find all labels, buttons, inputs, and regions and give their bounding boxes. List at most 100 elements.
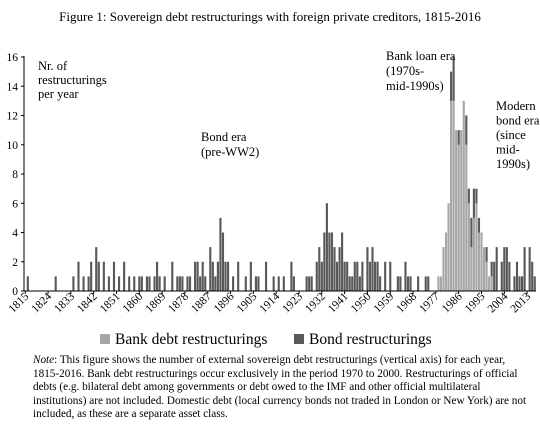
bond-bar-1966 [406, 276, 410, 292]
y-tick-label: 6 [12, 198, 18, 210]
bond-bar-1879 [186, 276, 189, 292]
bond-bar-1827 [54, 276, 57, 292]
bond-bar-1999 [490, 261, 493, 277]
x-tick-label: 1896 [212, 290, 237, 315]
bars-layer [26, 57, 536, 292]
bond-bar-1986 [457, 130, 460, 145]
note-label: Note [33, 354, 55, 366]
bond-bar-1993 [475, 188, 478, 204]
bond-bar-2015 [531, 261, 534, 291]
bond-bar-1882 [194, 261, 197, 291]
bond-bar-1934 [325, 203, 328, 291]
bond-bar-1951 [368, 261, 372, 291]
bond-bar-1843 [95, 247, 98, 292]
bond-bar-1852 [117, 276, 121, 292]
bond-bar-1883 [196, 261, 199, 291]
bond-bar-1945 [353, 261, 356, 291]
y-tick-label: 0 [12, 286, 18, 298]
x-tick-label: 1833 [52, 290, 77, 315]
bond-bar-1957 [384, 261, 387, 291]
bond-bar-1970 [417, 276, 420, 292]
bond-bar-1942 [346, 261, 349, 291]
bond-bar-1917 [282, 276, 285, 292]
bond-bar-1943 [348, 276, 351, 292]
legend-label-bond: Bond restructurings [309, 331, 432, 348]
bond-bar-1894 [224, 261, 227, 291]
bond-bar-1863 [145, 276, 148, 292]
bond-bar-1877 [181, 276, 184, 292]
bond-bar-1891 [216, 261, 219, 291]
bond-bar-1938 [335, 261, 339, 291]
bond-bar-1910 [264, 261, 268, 291]
bond-bar-1850 [112, 261, 116, 291]
legend-swatch-bank [100, 334, 110, 344]
bond-bar-1913 [272, 276, 275, 292]
bond-bar-1947 [358, 276, 361, 292]
bond-bar-1989 [465, 115, 468, 145]
bank-bar-1990 [467, 203, 470, 291]
bond-bar-1844 [97, 261, 100, 291]
bond-bar-1880 [188, 276, 192, 292]
bond-bar-1876 [178, 276, 181, 292]
x-tick-label: 1995 [463, 290, 488, 315]
bond-bar-1888 [209, 247, 212, 292]
y-tick-label: 8 [12, 169, 18, 181]
y-axis-label: Nr. of restructurings per year [38, 59, 107, 101]
bond-bar-1902 [244, 276, 247, 292]
legend-label-bank: Bank debt restructurings [115, 331, 268, 348]
bond-bar-2012 [523, 247, 526, 292]
bank-bar-1984 [452, 100, 455, 292]
bond-bar-2000 [493, 261, 496, 291]
x-tick-label: 1959 [372, 290, 397, 315]
bond-bar-1848 [107, 276, 110, 292]
x-tick-label: 1887 [189, 290, 214, 315]
bond-bar-1954 [376, 261, 379, 291]
bond-bar-1997 [485, 247, 488, 262]
bond-bar-1933 [323, 232, 326, 291]
bond-bar-1928 [310, 276, 313, 292]
bank-bar-1998 [488, 276, 491, 292]
bank-bar-1989 [465, 144, 468, 291]
x-tick-label: 1932 [303, 290, 328, 315]
bond-bar-1897 [232, 276, 235, 292]
bond-bar-1926 [305, 276, 308, 292]
legend: Bank debt restructurings Bond restructur… [0, 331, 540, 351]
bond-bar-1860 [138, 276, 141, 292]
x-tick-label: 1842 [75, 290, 100, 315]
x-tick-label: 1986 [440, 290, 465, 315]
bond-bar-1884 [199, 276, 202, 292]
bond-bar-1838 [82, 276, 85, 292]
bond-bar-2011 [520, 276, 524, 292]
bond-bar-1927 [308, 276, 311, 292]
y-tick-label: 16 [7, 52, 19, 64]
bond-bar-1950 [366, 247, 369, 292]
x-tick-label: 1851 [98, 290, 123, 315]
y-tick-label: 14 [7, 81, 19, 93]
bond-bar-1952 [371, 247, 374, 292]
bond-bar-1861 [140, 276, 143, 292]
bond-bar-1991 [470, 217, 473, 248]
x-tick-label: 1950 [349, 290, 374, 315]
bond-bar-1994 [477, 217, 481, 233]
x-tick-label: 1914 [258, 290, 283, 315]
y-tick-label: 10 [7, 140, 19, 152]
figure-title: Figure 1: Sovereign debt restructurings … [59, 9, 481, 24]
y-tick-label: 2 [12, 257, 18, 269]
bond-bar-1946 [356, 261, 359, 291]
bond-bar-1866 [153, 276, 156, 292]
figure-note: Note: This figure shows the number of ex… [33, 354, 533, 422]
x-tick-label: 2004 [486, 290, 511, 315]
bond-bar-1959 [389, 261, 392, 291]
bond-bar-1921 [292, 276, 296, 292]
bond-bar-1940 [341, 232, 344, 291]
bond-bar-1875 [176, 276, 179, 292]
bank-bar-1982 [447, 203, 450, 291]
x-tick-label: 1815 [7, 290, 32, 315]
annotation-bond-era: Bond era (pre-WW2) [201, 130, 259, 159]
bond-bar-1920 [290, 261, 293, 291]
bond-bar-1858 [133, 276, 136, 292]
bond-bar-2004 [503, 247, 506, 292]
bank-bar-1999 [490, 276, 493, 292]
bond-bar-1973 [424, 276, 427, 292]
legend-item-bond: Bond restructurings [294, 331, 432, 349]
